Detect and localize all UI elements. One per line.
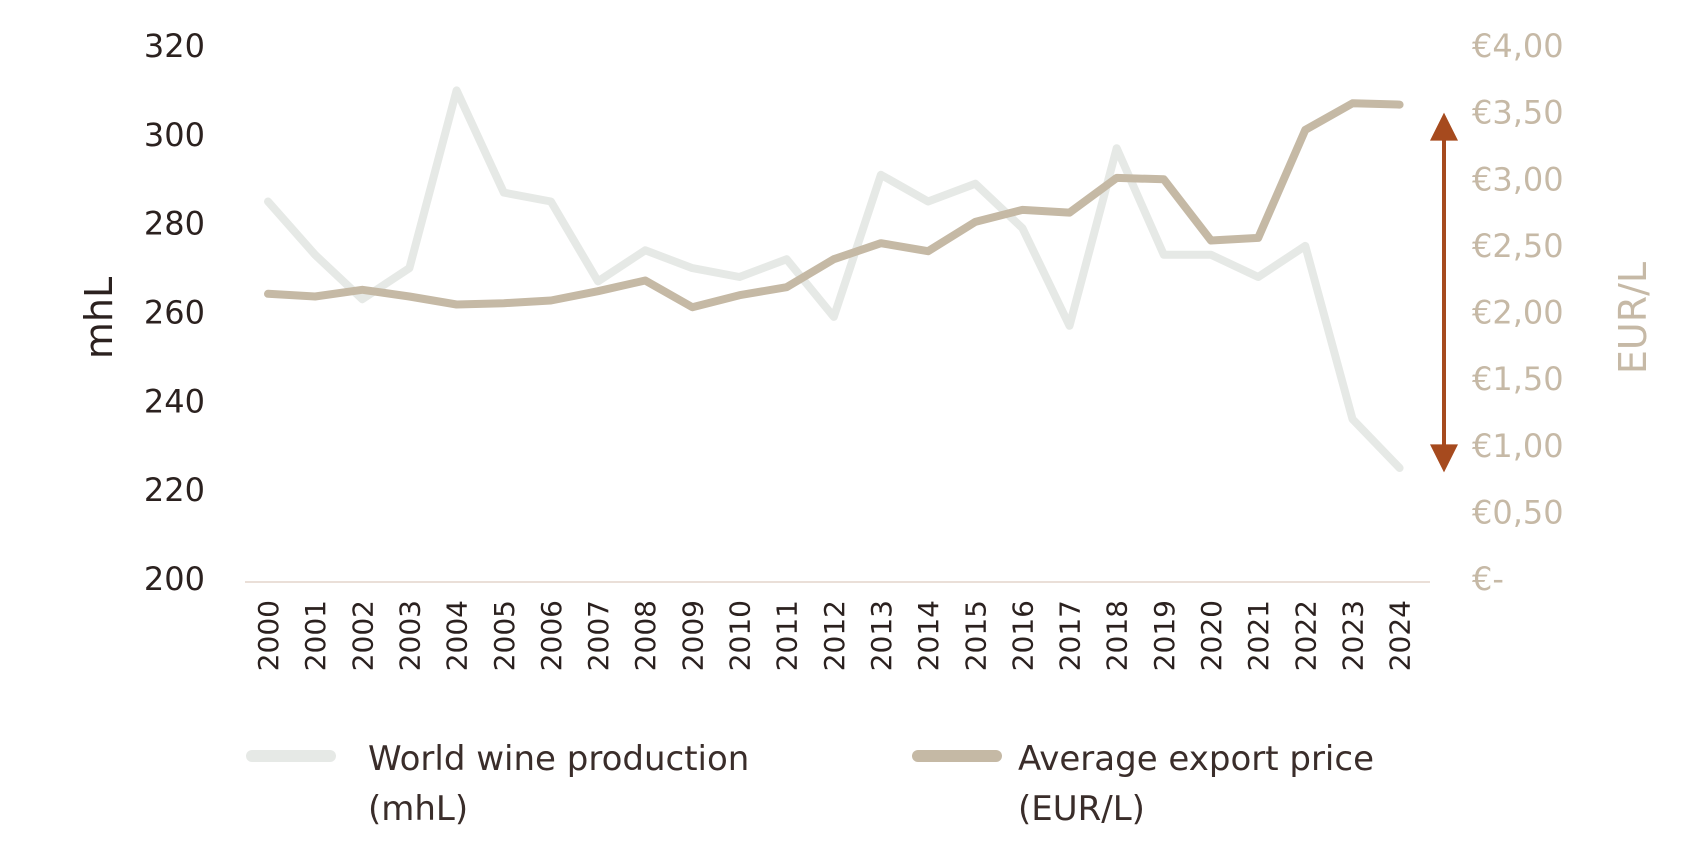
x-tick-label: 2015: [959, 600, 992, 671]
x-tick-label: 2003: [393, 600, 426, 671]
x-tick-label: 2019: [1148, 600, 1181, 671]
x-tick-label: 2022: [1289, 600, 1322, 671]
series-line-world-wine-production: [264, 86, 1404, 472]
right-axis-ticks: €- €0,50 €1,00 €1,50 €2,00 €2,50 €3,00 €3,50 €4,…: [1472, 27, 1564, 598]
right-tick-label: €3,50: [1472, 94, 1564, 132]
right-tick-label: €-: [1472, 560, 1504, 598]
x-tick-label: 2006: [535, 600, 568, 671]
right-tick-label: €4,00: [1472, 27, 1564, 65]
x-tick-label: 2002: [346, 600, 379, 671]
left-tick-label: 280: [144, 205, 205, 243]
right-tick-label: €1,00: [1472, 427, 1564, 465]
legend: World wine production (mhL) Average export…: [246, 739, 1374, 829]
right-tick-label: €2,50: [1472, 227, 1564, 265]
left-tick-label: 220: [144, 471, 205, 509]
left-axis-ticks: 200 220 240 260 280 300 320: [144, 27, 205, 598]
x-tick-label: 2023: [1336, 600, 1369, 671]
legend-label: (mhL): [368, 789, 468, 829]
legend-label: Average export price: [1018, 739, 1374, 779]
x-tick-label: 2018: [1101, 600, 1134, 671]
plot-lines: [264, 86, 1404, 472]
x-tick-label: 2014: [912, 600, 945, 671]
arrow-head-up: [1430, 112, 1458, 141]
right-axis-title: EUR/L: [1611, 262, 1655, 374]
x-tick-label: 2009: [676, 600, 709, 671]
right-tick-label: €2,00: [1472, 294, 1564, 332]
x-axis-ticks: 2000 2001 2002 2003 2004 2005 2006 2007 2008 2009…: [252, 600, 1417, 671]
x-tick-label: 2000: [252, 600, 285, 671]
x-tick-label: 2011: [771, 600, 804, 671]
left-tick-label: 260: [144, 294, 205, 332]
x-tick-label: 2001: [299, 600, 332, 671]
x-tick-label: 2016: [1006, 600, 1039, 671]
x-tick-label: 2010: [724, 600, 757, 671]
x-tick-label: 2021: [1242, 600, 1275, 671]
left-tick-label: 200: [144, 560, 205, 598]
right-tick-label: €0,50: [1472, 493, 1564, 531]
x-tick-label: 2012: [818, 600, 851, 671]
arrow-head-down: [1430, 444, 1458, 473]
range-arrow: [1430, 112, 1458, 473]
legend-label: World wine production: [368, 739, 749, 779]
x-tick-label: 2007: [582, 600, 615, 671]
x-tick-label: 2020: [1195, 600, 1228, 671]
right-tick-label: €3,00: [1472, 160, 1564, 198]
x-tick-label: 2008: [629, 600, 662, 671]
right-tick-label: €1,50: [1472, 360, 1564, 398]
series-line-average-export-price: [264, 99, 1404, 312]
x-tick-label: 2004: [441, 600, 474, 671]
x-tick-label: 2013: [865, 600, 898, 671]
left-axis-title: mhL: [77, 277, 121, 359]
legend-label: (EUR/L): [1018, 789, 1145, 829]
x-tick-label: 2024: [1384, 600, 1417, 671]
x-tick-label: 2017: [1054, 600, 1087, 671]
left-tick-label: 320: [144, 27, 205, 65]
left-tick-label: 300: [144, 116, 205, 154]
x-tick-label: 2005: [488, 600, 521, 671]
left-tick-label: 240: [144, 382, 205, 420]
